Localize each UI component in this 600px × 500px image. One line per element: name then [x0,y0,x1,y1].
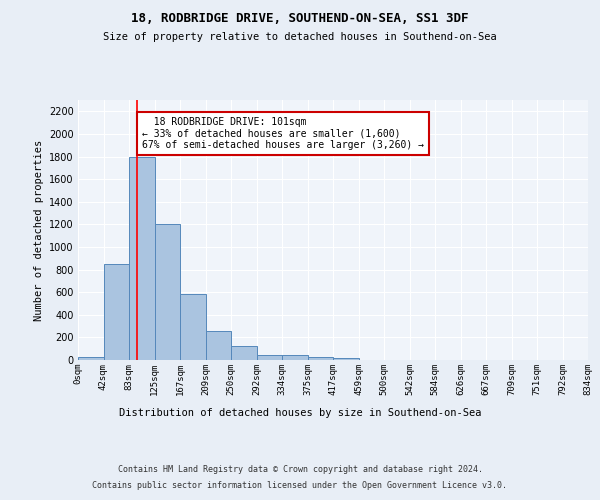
Bar [308,357,333,360]
Text: 18 RODBRIDGE DRIVE: 101sqm  
← 33% of detached houses are smaller (1,600)
67% of: 18 RODBRIDGE DRIVE: 101sqm ← 33% of deta… [142,117,424,150]
Bar [129,156,155,360]
Bar [205,330,231,360]
Text: Contains HM Land Registry data © Crown copyright and database right 2024.: Contains HM Land Registry data © Crown c… [118,465,482,474]
Bar [333,358,359,360]
Bar [180,294,205,360]
Y-axis label: Number of detached properties: Number of detached properties [34,140,44,320]
Bar [104,264,129,360]
Text: Contains public sector information licensed under the Open Government Licence v3: Contains public sector information licen… [92,481,508,490]
Bar [78,357,104,360]
Bar [282,355,308,360]
Bar [257,355,282,360]
Bar [155,224,180,360]
Text: Distribution of detached houses by size in Southend-on-Sea: Distribution of detached houses by size … [119,408,481,418]
Text: Size of property relative to detached houses in Southend-on-Sea: Size of property relative to detached ho… [103,32,497,42]
Text: 18, RODBRIDGE DRIVE, SOUTHEND-ON-SEA, SS1 3DF: 18, RODBRIDGE DRIVE, SOUTHEND-ON-SEA, SS… [131,12,469,26]
Bar [231,346,257,360]
